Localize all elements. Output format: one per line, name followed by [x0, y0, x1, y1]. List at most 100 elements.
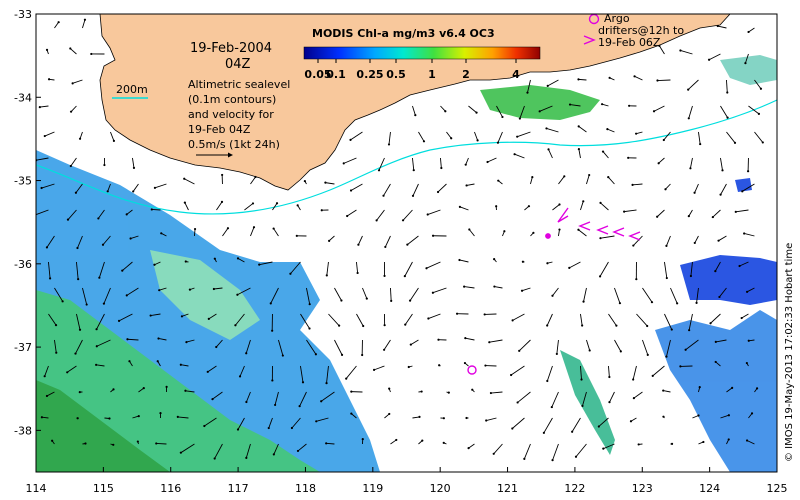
velocity-arrow-head — [314, 353, 317, 356]
velocity-arrow-head — [526, 91, 529, 94]
velocity-arrow-head — [234, 324, 237, 327]
velocity-arrow — [82, 19, 86, 29]
velocity-arrow — [720, 414, 730, 419]
velocity-arrow-head — [78, 137, 82, 140]
velocity-arrow-head — [581, 404, 584, 408]
velocity-arrow — [582, 391, 587, 407]
sealevel-note: Altimetric sealevel (0.1m contours) and … — [188, 78, 290, 158]
drifter-track-4 — [612, 227, 625, 237]
velocity-arrow-head — [520, 289, 524, 292]
velocity-arrow — [126, 287, 139, 296]
velocity-arrow — [437, 183, 447, 193]
velocity-arrow — [518, 339, 531, 352]
velocity-arrow — [468, 229, 475, 237]
velocity-arrow — [598, 417, 609, 427]
velocity-arrow-head — [401, 219, 405, 222]
velocity-arrow-head — [157, 337, 160, 340]
velocity-arrow-head — [665, 276, 668, 280]
velocity-arrow — [466, 183, 475, 186]
velocity-arrow-head — [574, 455, 578, 458]
velocity-arrow — [714, 261, 721, 272]
velocity-arrow — [600, 235, 615, 239]
velocity-arrow-head — [406, 243, 409, 246]
velocity-arrow-head — [76, 417, 79, 420]
velocity-arrow-head — [531, 176, 534, 179]
velocity-arrow — [70, 157, 77, 167]
velocity-arrow — [235, 313, 245, 326]
velocity-arrow-head — [699, 142, 702, 146]
velocity-arrow-head — [55, 351, 58, 354]
velocity-arrow-head — [496, 141, 500, 144]
colorbar-title: MODIS Chl-a mg/m3 v6.4 OC3 — [312, 27, 495, 40]
velocity-arrow — [237, 257, 245, 263]
velocity-arrow-head — [581, 324, 584, 327]
velocity-arrow — [745, 53, 749, 64]
velocity-arrow-head — [635, 278, 638, 281]
velocity-arrow-head — [493, 285, 496, 288]
velocity-arrow-head — [698, 386, 701, 389]
velocity-arrow — [687, 79, 699, 90]
velocity-arrow-head — [71, 82, 74, 85]
velocity-arrow — [306, 339, 317, 355]
velocity-arrow-head — [714, 340, 717, 344]
velocity-arrow-head — [656, 215, 659, 218]
velocity-arrow-head — [320, 400, 323, 403]
velocity-arrow — [184, 202, 189, 211]
velocity-arrow-head — [236, 257, 240, 260]
velocity-arrow — [754, 131, 764, 143]
velocity-arrow-head — [633, 75, 636, 78]
velocity-arrow — [250, 176, 256, 185]
velocity-arrow-head — [615, 324, 618, 327]
velocity-arrow — [383, 339, 391, 351]
velocity-arrow-head — [404, 323, 407, 326]
velocity-arrow-head — [160, 232, 163, 235]
x-tick-label: 122 — [564, 482, 585, 495]
velocity-arrow-head — [74, 352, 77, 355]
velocity-arrow-head — [693, 191, 696, 194]
velocity-arrow — [54, 287, 64, 302]
velocity-arrow-head — [550, 405, 553, 409]
velocity-arrow-head — [121, 269, 124, 272]
velocity-arrow — [720, 105, 728, 118]
velocity-arrow-head — [377, 169, 381, 172]
velocity-arrow-head — [125, 294, 128, 297]
velocity-arrow — [46, 235, 55, 248]
velocity-arrow — [98, 209, 105, 219]
velocity-arrow — [412, 105, 416, 116]
velocity-arrow-head — [411, 194, 415, 197]
velocity-arrow — [127, 338, 139, 341]
colorbar-ticks: 0.050.1 0.25 0.5 1 2 4 — [304, 59, 520, 81]
velocity-arrow-head — [267, 426, 270, 430]
velocity-arrow-head — [315, 420, 318, 423]
velocity-arrow-head — [98, 276, 101, 279]
velocity-arrow — [543, 417, 553, 434]
drifter-track-5 — [628, 231, 641, 241]
velocity-arrow-head — [687, 88, 690, 91]
velocity-arrow-head — [665, 244, 668, 248]
drifter-track-2 — [578, 221, 591, 231]
chl-patch-north-east — [720, 55, 777, 85]
velocity-arrow — [250, 227, 255, 237]
velocity-arrow — [512, 417, 525, 429]
velocity-arrow-head — [619, 350, 622, 353]
velocity-arrow — [552, 287, 559, 297]
velocity-arrow-head — [665, 355, 668, 358]
chl-patch-west-deep-green — [36, 380, 170, 472]
velocity-arrow-head — [635, 132, 638, 135]
velocity-arrow — [642, 287, 653, 303]
velocity-arrow-head — [137, 415, 140, 418]
velocity-arrow-head — [458, 258, 461, 262]
velocity-arrow — [185, 390, 195, 393]
x-tick-label: 125 — [767, 482, 788, 495]
velocity-arrow — [694, 183, 699, 193]
velocity-arrow — [245, 339, 251, 354]
velocity-arrow-head — [362, 324, 365, 328]
velocity-arrow-head — [628, 104, 631, 107]
velocity-arrow — [259, 261, 273, 266]
velocity-arrow-head — [695, 301, 698, 304]
velocity-arrow-head — [747, 339, 750, 342]
velocity-arrow-head — [485, 419, 488, 422]
velocity-arrow — [685, 339, 699, 351]
velocity-arrow — [66, 365, 77, 373]
